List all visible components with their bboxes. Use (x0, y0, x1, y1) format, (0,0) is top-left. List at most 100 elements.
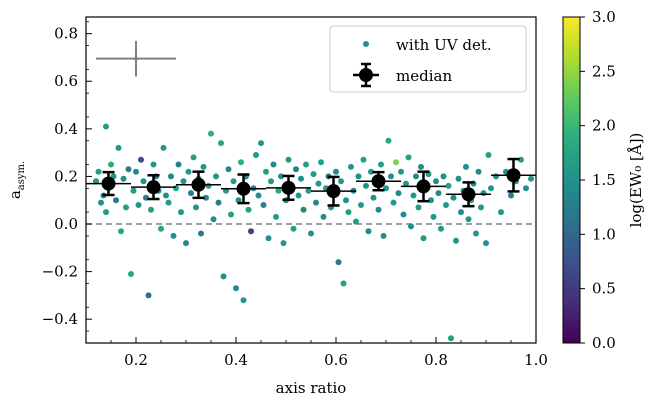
y-tick-label: 0.2 (54, 167, 78, 185)
scatter-point (268, 178, 274, 185)
scatter-point (410, 192, 417, 199)
scatter-point (260, 202, 267, 208)
scatter-point (378, 161, 384, 168)
scatter-point (108, 161, 114, 168)
scatter-point (360, 156, 367, 163)
scatter-point (230, 178, 237, 185)
scatter-point (285, 156, 292, 163)
scatter-point (433, 178, 439, 185)
x-axis-title: axis ratio (276, 379, 347, 397)
scatter-point (205, 182, 212, 189)
scatter-point (355, 173, 362, 180)
scatter-point (165, 199, 172, 206)
scatter-point (340, 280, 347, 287)
scatter-point (318, 159, 324, 166)
scatter-point (440, 173, 447, 180)
scatter-point (338, 178, 344, 185)
scatter-point (523, 185, 529, 192)
scatter-point (405, 154, 412, 161)
scatter-point (245, 206, 252, 213)
scatter-point (215, 199, 222, 206)
scatter-point (320, 213, 327, 220)
scatter-point (120, 175, 127, 182)
colorbar-tick-label: 1.0 (592, 225, 616, 243)
scatter-point (188, 190, 194, 197)
median-point (446, 181, 491, 208)
scatter-point (375, 206, 382, 213)
scatter-point (488, 185, 494, 192)
x-tick-label: 1.0 (524, 351, 548, 369)
y-tick-label: 0.8 (54, 25, 78, 43)
scatter-point (158, 225, 164, 232)
scatter-point (415, 204, 422, 211)
scatter-point (125, 166, 132, 173)
scatter-point (123, 204, 129, 211)
scatter-point (275, 187, 282, 194)
scatter-point (465, 216, 472, 223)
scatter-point (148, 206, 154, 213)
scatter-point (128, 271, 134, 277)
scatter-point (183, 240, 189, 247)
colorbar-title: log(EW₀ [Å]) (627, 133, 645, 228)
colorbar-ticks: 0.0 0.5 1.0 1.5 2.0 2.5 3.0 (580, 8, 616, 352)
x-tick-label: 0.8 (424, 351, 448, 369)
scatter-point (170, 232, 177, 239)
scatter-point (163, 192, 169, 199)
median-point (491, 157, 536, 193)
median-points (86, 157, 536, 208)
scatter-point (408, 223, 414, 230)
typical-center (134, 56, 138, 61)
scatter-point (280, 240, 287, 247)
scatter-point (255, 192, 262, 199)
scatter-point (298, 175, 304, 182)
scatter-point (293, 166, 299, 173)
scatter-point (168, 173, 174, 180)
scatter-point (385, 137, 392, 144)
legend-label-uv: with UV det. (396, 36, 492, 54)
scatter-point (403, 180, 409, 187)
scatter-point (270, 161, 277, 168)
scatter-point (138, 156, 144, 163)
scatter-point (95, 168, 102, 175)
median-point (311, 175, 356, 207)
scatter-point (225, 166, 232, 173)
y-axis-title: aasym. (6, 161, 27, 199)
scatter-point (290, 225, 297, 232)
scatter-point (210, 216, 217, 223)
scatter-point (365, 228, 372, 235)
scatter-point (140, 178, 147, 185)
median-point (131, 173, 176, 201)
legend-label-median: median (396, 67, 452, 85)
scatter-point (185, 168, 192, 175)
scatter-point (193, 204, 199, 211)
scatter-point (98, 199, 104, 206)
scatter-point (235, 197, 242, 204)
y-tick-label: 0.4 (54, 120, 78, 138)
scatter-point (370, 194, 377, 201)
x-tick-label: 0.2 (124, 351, 148, 369)
scatter-point (398, 168, 404, 175)
scatter-point (463, 163, 469, 170)
scatter-point (113, 197, 119, 204)
scatter-point (345, 209, 352, 216)
scatter-point (333, 168, 339, 175)
scatter-point (190, 154, 197, 161)
scatter-point (213, 173, 219, 180)
x-axis: 0.2 0.4 0.6 0.8 1.0 (110, 337, 548, 369)
scatter-point (115, 144, 122, 151)
colorbar-tick-label: 0.0 (592, 334, 616, 352)
scatter-point (395, 190, 402, 197)
legend-median-marker (353, 62, 379, 88)
colorbar-tick-label: 3.0 (592, 8, 616, 26)
scatter-point (493, 173, 499, 180)
legend-dot-marker (363, 41, 369, 47)
scatter-point (175, 161, 182, 168)
colorbar-tick-label: 1.5 (592, 171, 616, 189)
scatter-point (508, 192, 514, 199)
scatter-point (265, 235, 272, 242)
scatter-point (420, 235, 427, 242)
scatter-point (238, 159, 244, 166)
scatter-point (315, 180, 322, 187)
scatter-point (178, 209, 184, 216)
